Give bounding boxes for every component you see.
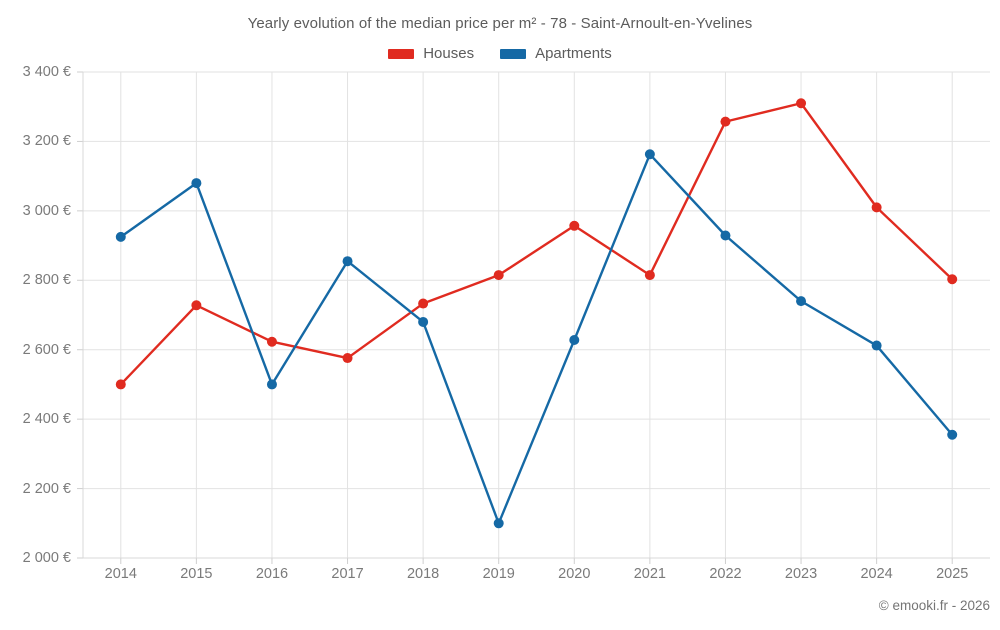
y-axis-tick-label: 3 400 € [22,64,71,80]
data-point-houses-2021[interactable] [644,270,655,281]
legend-label-houses: Houses [423,45,475,62]
y-axis-tick-label: 2 200 € [22,480,71,497]
y-axis-tick-label: 2 400 € [22,411,71,428]
chart-legend: Houses Apartments [0,45,1000,62]
chart-title: Yearly evolution of the median price per… [247,15,753,32]
data-point-apartments-2019[interactable] [493,518,504,529]
data-point-apartments-2022[interactable] [720,230,731,241]
y-axis-tick-label: 2 800 € [22,272,71,289]
legend-swatch-houses [388,48,415,59]
data-point-houses-2017[interactable] [342,353,353,364]
data-point-houses-2023[interactable] [796,98,807,109]
x-axis-tick-label: 2020 [558,566,591,582]
series-line-apartments [119,153,954,525]
data-point-apartments-2015[interactable] [191,178,202,189]
x-axis-tick-label: 2015 [180,566,213,582]
legend-swatch-apartments [500,48,527,59]
y-axis-tick-label: 2 600 € [22,341,71,358]
data-point-houses-2019[interactable] [493,270,504,281]
data-point-apartments-2025[interactable] [947,429,958,440]
data-point-apartments-2017[interactable] [342,256,353,267]
x-axis-tick-label: 2024 [860,566,893,582]
data-point-apartments-2021[interactable] [644,149,655,160]
data-point-apartments-2020[interactable] [569,334,580,345]
data-point-apartments-2016[interactable] [266,379,277,390]
x-axis-tick-label: 2016 [255,566,289,582]
legend-label-apartments: Apartments [535,45,612,62]
data-point-houses-2022[interactable] [720,116,731,127]
legend-item-apartments[interactable]: Apartments [500,45,612,62]
data-point-apartments-2024[interactable] [871,340,882,351]
x-axis-tick-label: 2017 [331,566,364,582]
data-point-houses-2014[interactable] [115,379,126,390]
y-axis-tick-label: 2 000 € [22,550,71,566]
data-point-houses-2016[interactable] [266,336,277,347]
data-point-apartments-2018[interactable] [418,316,429,327]
x-axis-tick-label: 2023 [784,566,818,582]
x-axis-tick-label: 2022 [709,566,742,582]
data-point-houses-2020[interactable] [569,220,580,231]
x-axis-tick-label: 2019 [482,566,515,582]
x-axis-tick-label: 2014 [104,566,137,582]
data-point-houses-2015[interactable] [191,300,202,311]
data-point-apartments-2014[interactable] [115,231,126,242]
y-axis-tick-label: 3 200 € [22,133,71,150]
x-axis-tick-label: 2018 [406,566,440,582]
credit-text: © emooki.fr - 2026 [878,598,990,613]
data-point-houses-2024[interactable] [871,202,882,213]
data-point-houses-2025[interactable] [947,274,958,285]
data-point-apartments-2023[interactable] [796,296,807,307]
data-point-houses-2018[interactable] [418,298,429,309]
series-line-houses [119,102,954,386]
legend-item-houses[interactable]: Houses [388,45,474,62]
x-axis-tick-label: 2021 [633,566,667,582]
x-axis-tick-label: 2025 [936,566,969,582]
y-axis-tick-label: 3 000 € [22,202,71,219]
